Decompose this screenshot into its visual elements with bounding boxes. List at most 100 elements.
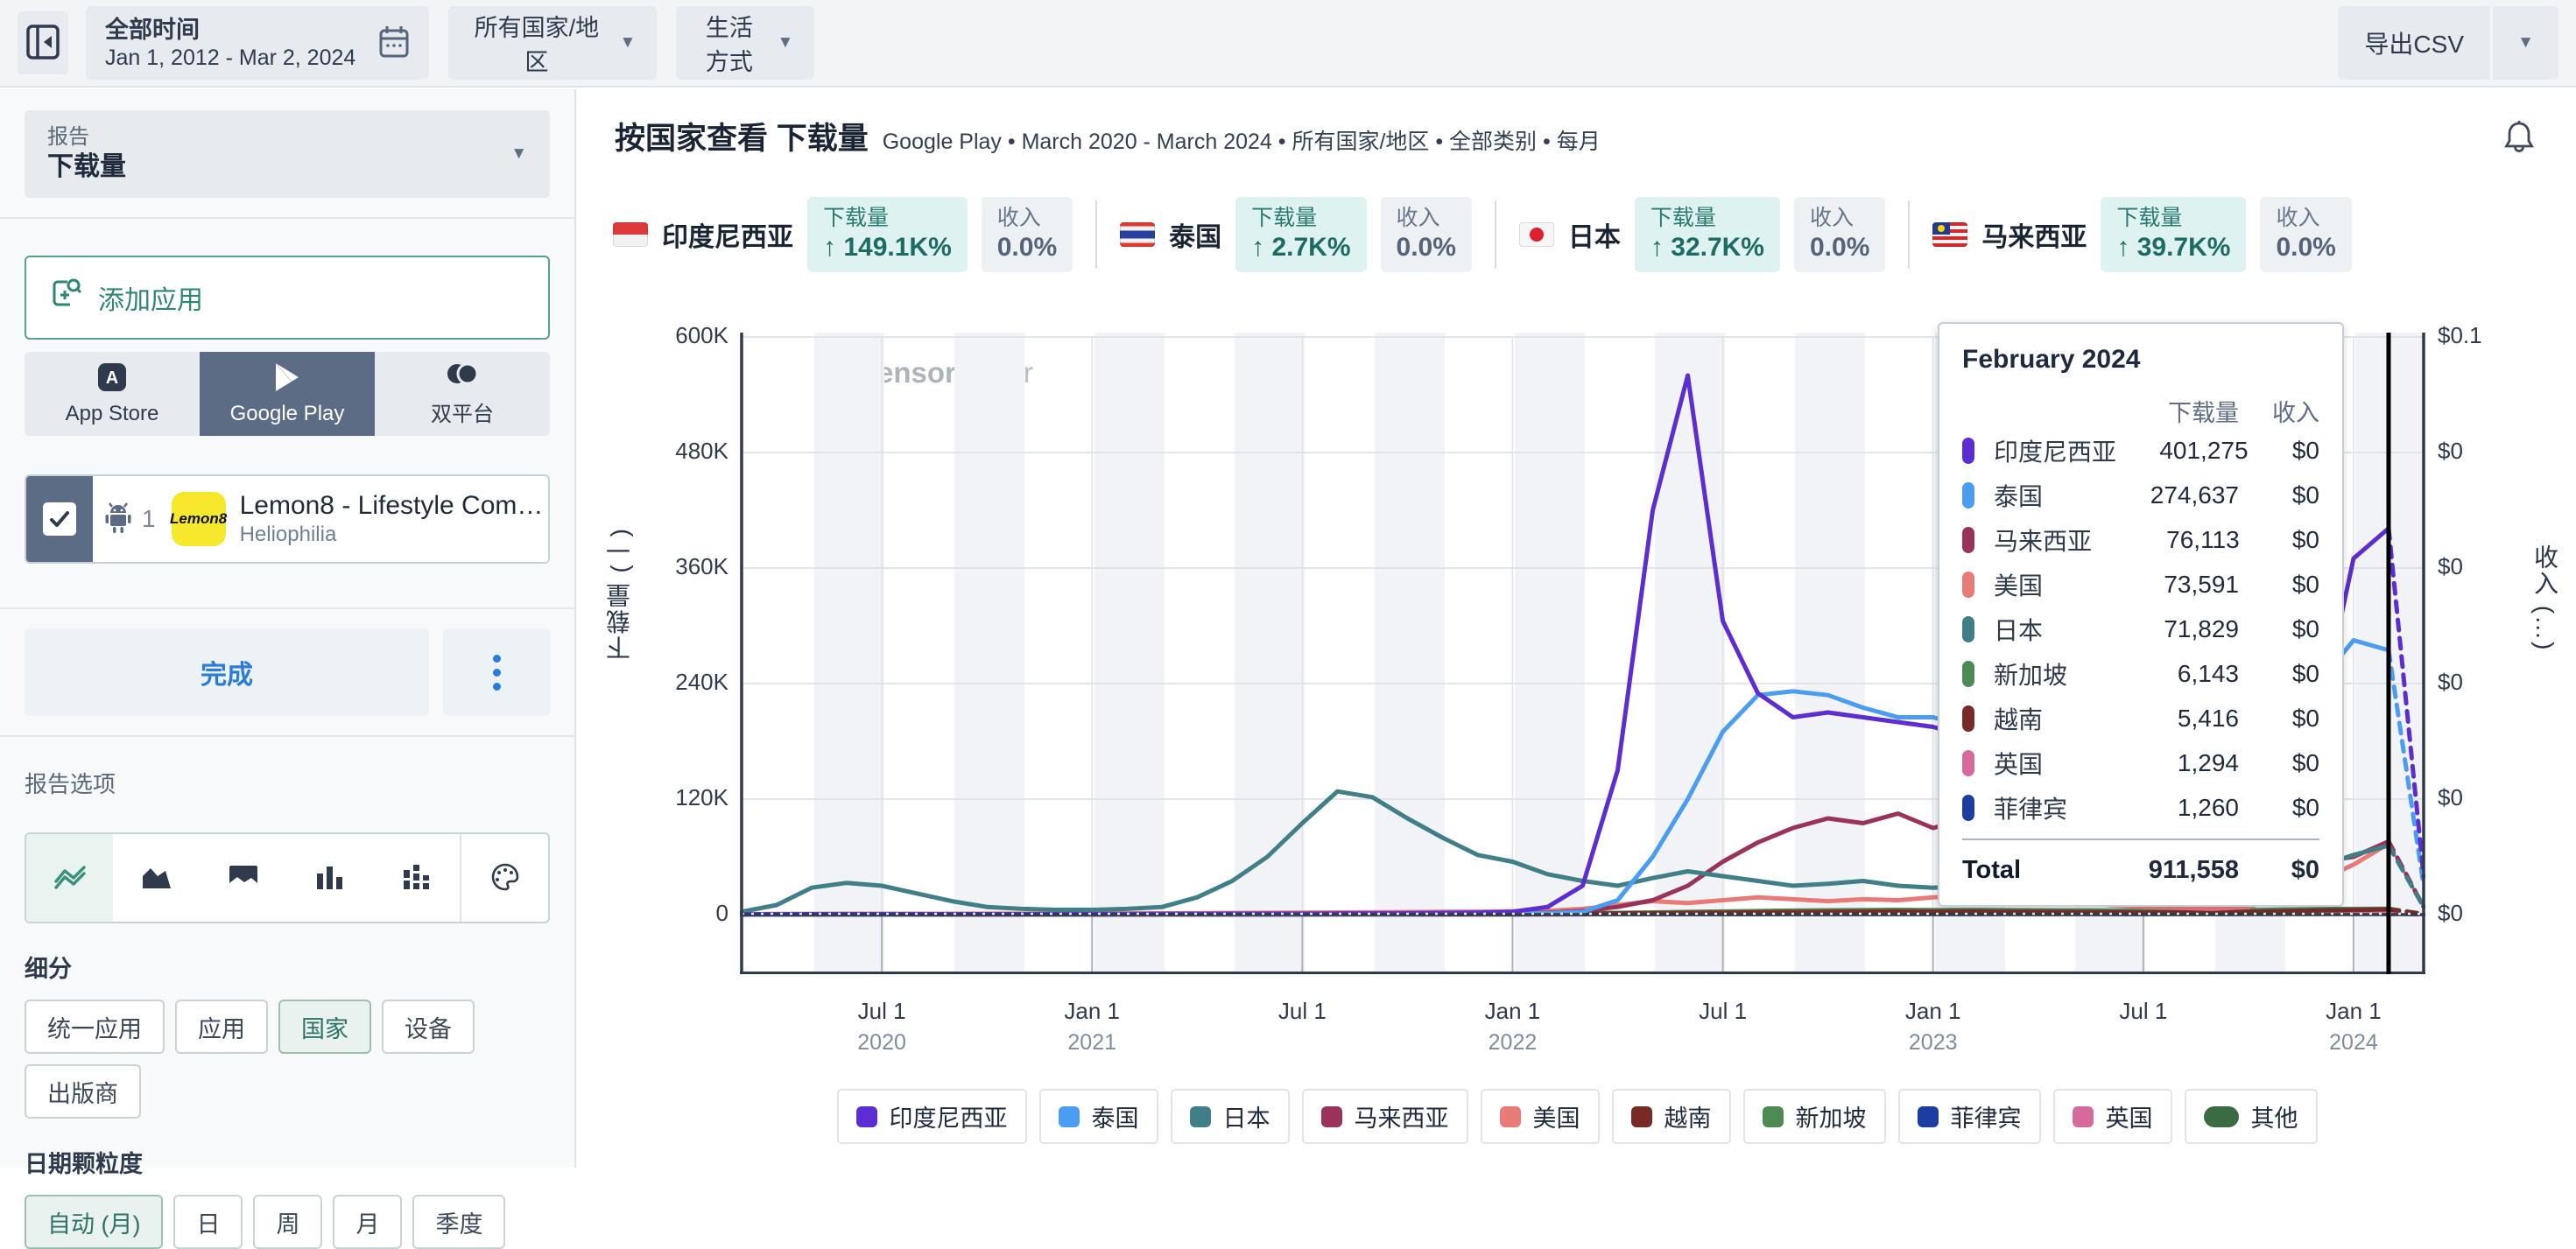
series-line-partial-jp [2386,843,2425,909]
chart-type-button-stacked-area-chart[interactable] [200,834,286,922]
granularity-chip[interactable]: 季度 [412,1195,506,1249]
tooltip-country: 英国 [1994,750,2044,778]
platform-tab-google-play[interactable]: Google Play [200,352,375,436]
chart-type-button-area-chart[interactable] [113,834,200,922]
legend-label: 泰国 [1091,1105,1139,1132]
platform-tab-app-store[interactable]: A App Store [25,352,200,436]
report-type-dropdown[interactable]: 报告 下载量 ▼ [25,110,550,198]
export-csv-button[interactable]: 导出CSV [2338,6,2490,80]
app-checkbox[interactable] [43,502,76,536]
region-filter-dropdown[interactable]: 所有国家/地区 ▼ [448,6,658,80]
legend-item-jp[interactable]: 日本 [1170,1089,1290,1144]
chart-type-selector [25,832,550,923]
month-stripe [1235,333,1305,974]
y-tick-label-left: 240K [675,669,728,695]
y-tick-label-right: $0 [2438,553,2463,579]
platform-toggle: A App Store Google Play 双平台 [25,352,550,436]
granularity-chip[interactable]: 周 [253,1195,323,1249]
stat-country-name: 马来西亚 [1981,223,2087,252]
color-palette-button[interactable] [461,834,548,922]
segment-chip[interactable]: 统一应用 [25,1000,165,1054]
x-tick-label: Jan 1 2023 [1904,998,1961,1055]
platform-tab-label: Google Play [229,401,345,425]
chart-type-button-stacked-bar-chart[interactable] [373,834,460,922]
app-list-item[interactable]: 1 Lemon8 Lemon8 - Lifestyle Com… Helioph… [25,474,550,564]
sidebar-section-done: 完成 [0,607,574,716]
report-options-label: 报告选项 [25,771,116,797]
done-button[interactable]: 完成 [25,628,429,716]
category-filter-value: 生活方式 [705,15,753,75]
legend-swatch [2072,1105,2094,1127]
legend-item-id[interactable]: 印度尼西亚 [836,1089,1027,1144]
stat-downloads-pill: 下载量 ↑ 149.1K% [807,197,968,272]
x-tick-label: Jan 1 2024 [2326,998,2382,1055]
granularity-chip[interactable]: 月 [333,1195,403,1249]
date-range-picker[interactable]: 全部时间 Jan 1, 2012 - Mar 2, 2024 [86,6,430,80]
legend-item-gb[interactable]: 英国 [2052,1089,2172,1144]
segment-chip[interactable]: 国家 [278,1000,371,1054]
add-app-button[interactable]: 添加应用 [25,256,550,340]
legend-item-ph[interactable]: 菲律宾 [1897,1089,2041,1144]
chevron-down-icon: ▼ [619,33,637,52]
tooltip-country: 新加坡 [1994,661,2068,689]
month-stripe [1094,333,1165,974]
x-tick-label: Jul 1 [2119,998,2168,1024]
tooltip-country: 马来西亚 [1994,527,2093,555]
granularity-chip[interactable]: 日 [173,1195,243,1249]
tooltip-row: 日本 71,829 $0 [1962,607,2319,651]
series-swatch [1962,437,1974,464]
legend-label: 菲律宾 [1950,1105,2022,1132]
category-filter-dropdown[interactable]: 生活方式 ▼ [676,6,815,80]
legend-swatch [1058,1105,1080,1127]
x-tick-label: Jul 1 [1699,998,1748,1024]
id-flag-icon [613,222,648,247]
platform-tab-双平台[interactable]: 双平台 [375,352,550,436]
tooltip-revenue: $0 [2291,570,2319,598]
legend-item-sg[interactable]: 新加坡 [1742,1089,1886,1144]
series-swatch [1962,615,1974,642]
tooltip-country: 泰国 [1994,482,2044,510]
tooltip-revenue: $0 [2291,525,2319,553]
legend-item-vn[interactable]: 越南 [1611,1089,1731,1144]
chart-type-button-line-chart[interactable] [26,834,113,922]
month-stripe [1655,333,1725,974]
android-icon [103,501,133,538]
stat-divider [1494,200,1496,269]
segment-chip[interactable]: 应用 [175,1000,268,1054]
stat-country-name: 印度尼西亚 [662,223,793,252]
y-tick-label-left: 0 [715,900,728,926]
granularity-chip[interactable]: 自动 (月) [25,1195,164,1249]
segment-chip[interactable]: 设备 [382,1000,475,1054]
legend-item-th[interactable]: 泰国 [1038,1089,1158,1144]
tooltip-revenue: $0 [2291,793,2319,821]
sidebar-section-apps: 添加应用 A App Store Google Play 双平台 1 Lemon8 L… [0,217,574,607]
stat-divider [1908,200,1911,269]
tooltip-row: 英国 1,294 $0 [1962,740,2319,785]
series-line-partial-th [2386,648,2425,888]
tooltip-revenue: $0 [2291,614,2319,642]
x-tick-label: Jul 1 [1277,998,1327,1024]
collapse-sidebar-button[interactable] [18,11,68,74]
more-options-button[interactable] [443,628,550,716]
x-tick-label: Jan 1 2021 [1064,998,1121,1055]
stat-revenue-pill: 收入 0.0% [1380,197,1472,272]
sidebar: 报告 下载量 ▼ 添加应用 A App Store Google Play 双平台 1 [0,89,576,1249]
legend-item-my[interactable]: 马来西亚 [1301,1089,1468,1144]
segment-chip[interactable]: 出版商 [25,1064,141,1119]
legend-swatch [1189,1105,1211,1127]
legend-item-us[interactable]: 美国 [1480,1089,1600,1144]
chevron-down-icon: ▼ [510,144,527,163]
tooltip-total-revenue: $0 [2291,855,2319,884]
notification-bell-button[interactable] [2495,117,2543,160]
report-value: 下载量 [47,152,126,181]
chart-type-button-bar-chart[interactable] [286,834,373,922]
date-filter-label: 全部时间 [105,17,200,43]
tooltip-country: 美国 [1994,572,2044,600]
app-name: Lemon8 - Lifestyle Com… [239,491,544,520]
legend-item-other[interactable]: 其他 [2184,1089,2318,1144]
tooltip-downloads: 1,260 [2177,793,2239,821]
app-rank: 1 [142,505,156,532]
tooltip-row: 美国 73,591 $0 [1962,562,2319,607]
export-options-button[interactable]: ▼ [2490,6,2558,80]
tooltip-row: 马来西亚 76,113 $0 [1962,517,2319,562]
